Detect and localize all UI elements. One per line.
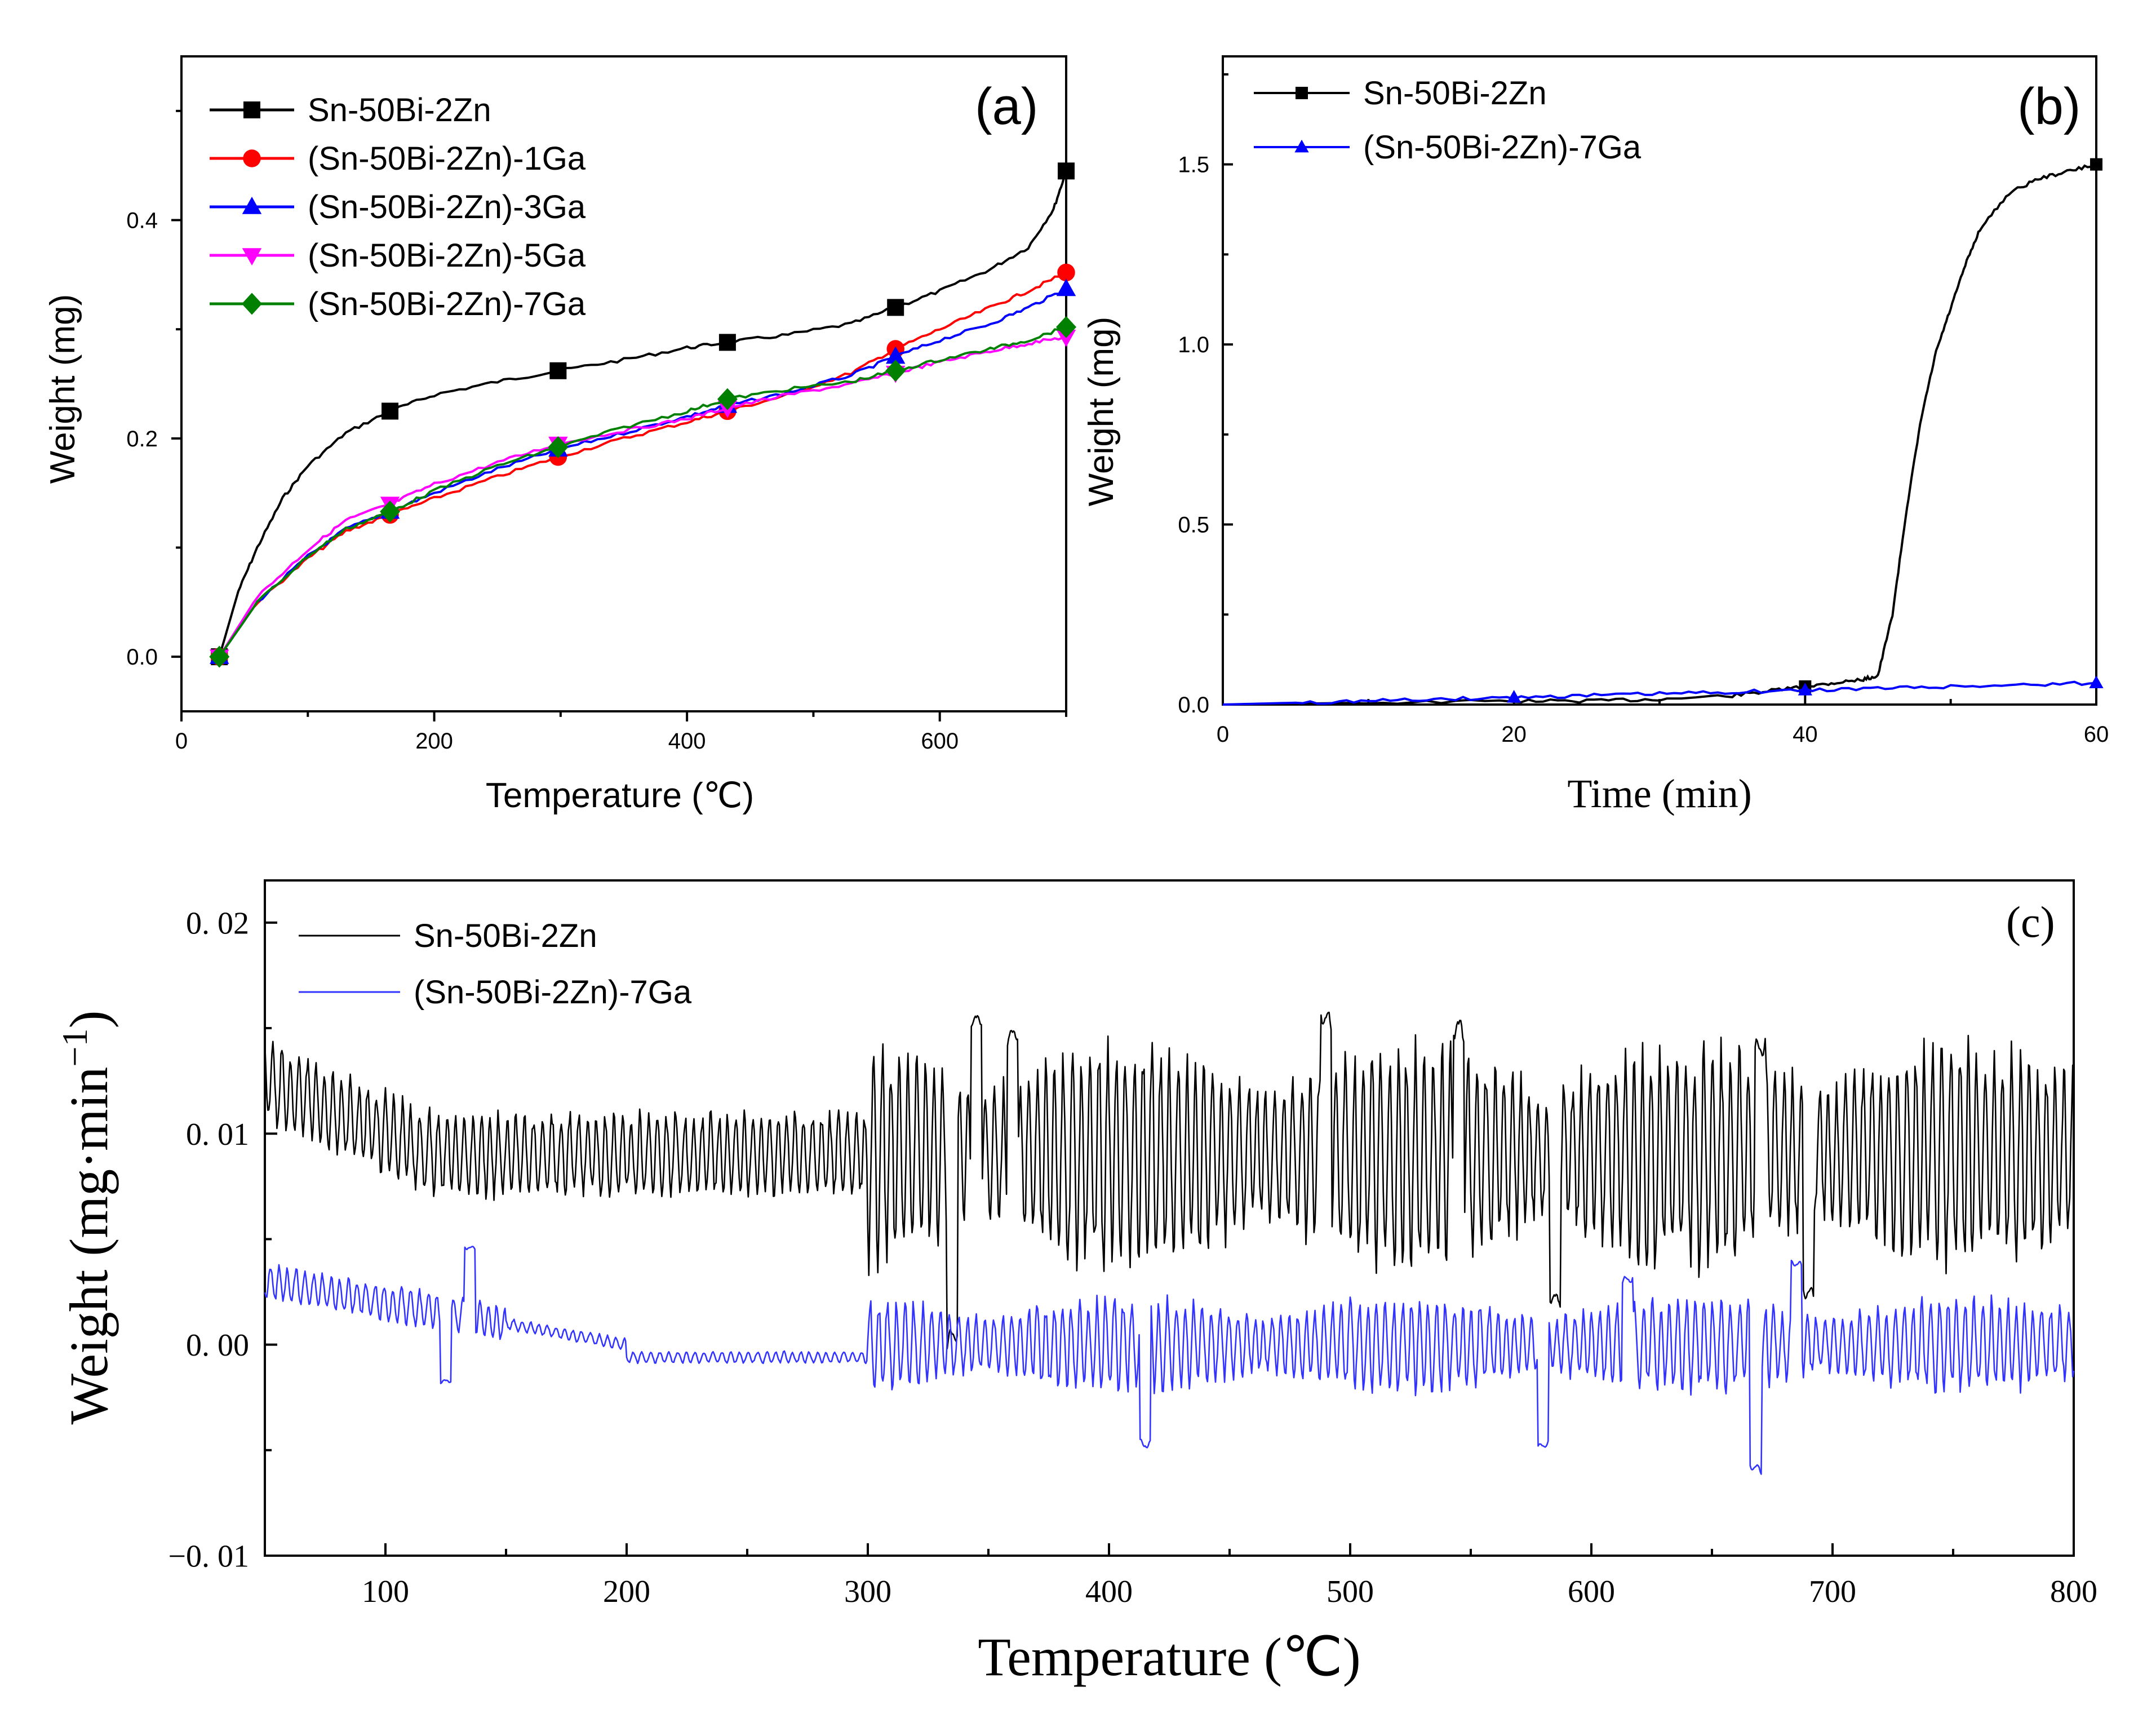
panel-c-y-axis-label-prefix: Weight (mg·min (59, 1067, 119, 1425)
a-y-tick-label: 0.2 (126, 427, 158, 451)
b-series-marker (1507, 690, 1521, 703)
a-legend-marker (242, 248, 262, 265)
a-legend-marker (242, 293, 262, 315)
a-series-marker (549, 362, 567, 379)
b-x-tick-label: 60 (2084, 722, 2109, 747)
a-legend-label: (Sn-50Bi-2Zn)-7Ga (308, 286, 586, 322)
panel-a-label: (a) (975, 78, 1038, 135)
a-series-line (218, 271, 1067, 658)
c-legend-label: Sn-50Bi-2Zn (414, 918, 597, 954)
panel-c: 100 200 300 400 500 600 700 800 −0. 01 0. 00 0. 01… (55, 879, 2097, 1687)
b-legend-label: Sn-50Bi-2Zn (1363, 75, 1547, 112)
panel-b-series-group (1222, 158, 2104, 706)
panel-b-x-axis-label: Time (min) (1567, 771, 1751, 816)
c-x-tick-label: 100 (362, 1574, 409, 1609)
a-series-marker (1056, 278, 1076, 296)
b-x-tick-label: 0 (1217, 722, 1229, 747)
a-x-tick-label: 400 (668, 729, 706, 754)
a-series-marker (1058, 162, 1075, 180)
a-series-marker (718, 334, 736, 351)
c-series-line (264, 1246, 2075, 1475)
panel-c-y-axis-label-exponent: −1 (55, 1029, 95, 1067)
panel-a-plot-frame (180, 55, 1067, 712)
c-x-tick-label: 200 (603, 1574, 650, 1609)
panel-c-label: (c) (2006, 897, 2055, 946)
b-y-tick-label: 1.0 (1178, 333, 1209, 357)
panel-b-label: (b) (2017, 78, 2080, 135)
panel-a-y-axis-label: Weight (mg) (43, 294, 82, 484)
c-y-tick-label: 0. 00 (186, 1328, 249, 1363)
b-legend-marker (1294, 139, 1309, 153)
a-series-marker (1057, 263, 1075, 282)
b-x-tick-label: 40 (1793, 722, 1818, 747)
panel-a-ticks: 0 200 400 600 0.0 0.2 0.4 (126, 109, 1067, 754)
panel-c-legend: Sn-50Bi-2Zn (Sn-50Bi-2Zn)-7Ga (299, 918, 692, 1011)
a-legend-marker (243, 101, 260, 118)
b-series-marker (2090, 158, 2102, 171)
panel-c-y-axis-label-suffix: ) (59, 1011, 119, 1029)
panel-b-y-axis-label: Weight (mg) (1082, 317, 1121, 507)
panel-b-ticks: 0 20 40 60 0.0 0.5 1.0 1.5 (1178, 73, 2109, 747)
a-series-marker (380, 501, 401, 523)
a-legend-label: Sn-50Bi-2Zn (308, 92, 491, 129)
panel-a: 0 200 400 600 0.0 0.2 0.4 Sn-50Bi-2Zn (Sn-50Bi-… (43, 55, 1076, 815)
c-x-tick-label: 500 (1327, 1574, 1374, 1609)
a-legend-label: (Sn-50Bi-2Zn)-3Ga (308, 189, 586, 225)
panel-c-x-axis-label: Temperature (℃) (978, 1627, 1360, 1687)
c-x-tick-label: 300 (844, 1574, 891, 1609)
panel-b: 0 20 40 60 0.0 0.5 1.0 1.5 Sn-50Bi-2Zn (Sn-50Bi-… (1082, 55, 2109, 816)
a-legend-label: (Sn-50Bi-2Zn)-1Ga (308, 140, 586, 177)
b-x-tick-label: 20 (1501, 722, 1527, 747)
panel-b-plot-frame (1222, 55, 2097, 706)
a-series-marker (885, 360, 906, 382)
a-x-tick-label: 600 (921, 729, 959, 754)
a-series-line (218, 170, 1067, 657)
panel-a-x-axis-label: Temperature (℃) (486, 776, 754, 815)
panel-c-ticks: 100 200 300 400 500 600 700 800 −0. 01 0. 00 0. 01… (168, 906, 2097, 1609)
a-x-tick-label: 200 (415, 729, 453, 754)
a-series-marker (548, 436, 569, 458)
b-series-marker (2089, 675, 2104, 689)
a-x-tick-label: 0 (175, 729, 188, 754)
a-series-marker (381, 402, 399, 420)
c-y-tick-label: 0. 01 (186, 1117, 249, 1152)
panel-a-legend: Sn-50Bi-2Zn (Sn-50Bi-2Zn)-1Ga (Sn-50Bi-2Zn… (210, 92, 586, 322)
c-x-tick-label: 600 (1568, 1574, 1615, 1609)
a-series-line (218, 335, 1067, 658)
b-y-tick-label: 1.5 (1178, 153, 1209, 178)
a-y-tick-label: 0.4 (126, 209, 158, 233)
b-legend-marker (1296, 87, 1308, 99)
a-legend-marker (242, 197, 262, 214)
b-series-line (1222, 680, 2097, 706)
panel-c-plot-frame (264, 879, 2075, 1557)
panel-c-y-axis-label: Weight (mg·min−1) (55, 1011, 119, 1425)
panel-a-series-group (209, 162, 1076, 668)
c-x-tick-label: 400 (1085, 1574, 1133, 1609)
a-series-marker (717, 388, 738, 410)
a-series-marker (887, 299, 904, 316)
b-y-tick-label: 0.0 (1178, 693, 1209, 718)
b-series-marker (1798, 683, 1812, 696)
a-series-marker (1056, 329, 1076, 347)
a-series-line (218, 288, 1067, 658)
c-x-tick-label: 800 (2050, 1574, 2097, 1609)
c-series-line (264, 1011, 2075, 1349)
b-legend-label: (Sn-50Bi-2Zn)-7Ga (1363, 129, 1642, 166)
b-series-line (1222, 163, 2097, 706)
panel-b-legend: Sn-50Bi-2Zn (Sn-50Bi-2Zn)-7Ga (1254, 75, 1642, 166)
c-y-tick-label: 0. 02 (186, 906, 249, 941)
a-y-tick-label: 0.0 (126, 645, 158, 670)
c-y-tick-label: −0. 01 (168, 1539, 249, 1574)
a-series-marker (1056, 316, 1076, 338)
c-legend-label: (Sn-50Bi-2Zn)-7Ga (414, 974, 692, 1011)
c-x-tick-label: 700 (1809, 1574, 1856, 1609)
a-series-marker (209, 645, 230, 668)
b-y-tick-label: 0.5 (1178, 513, 1209, 538)
a-legend-label: (Sn-50Bi-2Zn)-5Ga (308, 237, 586, 274)
panel-c-series-group (264, 1011, 2075, 1475)
a-series-marker (885, 346, 906, 364)
a-series-line (218, 326, 1067, 658)
a-legend-marker (243, 149, 261, 167)
